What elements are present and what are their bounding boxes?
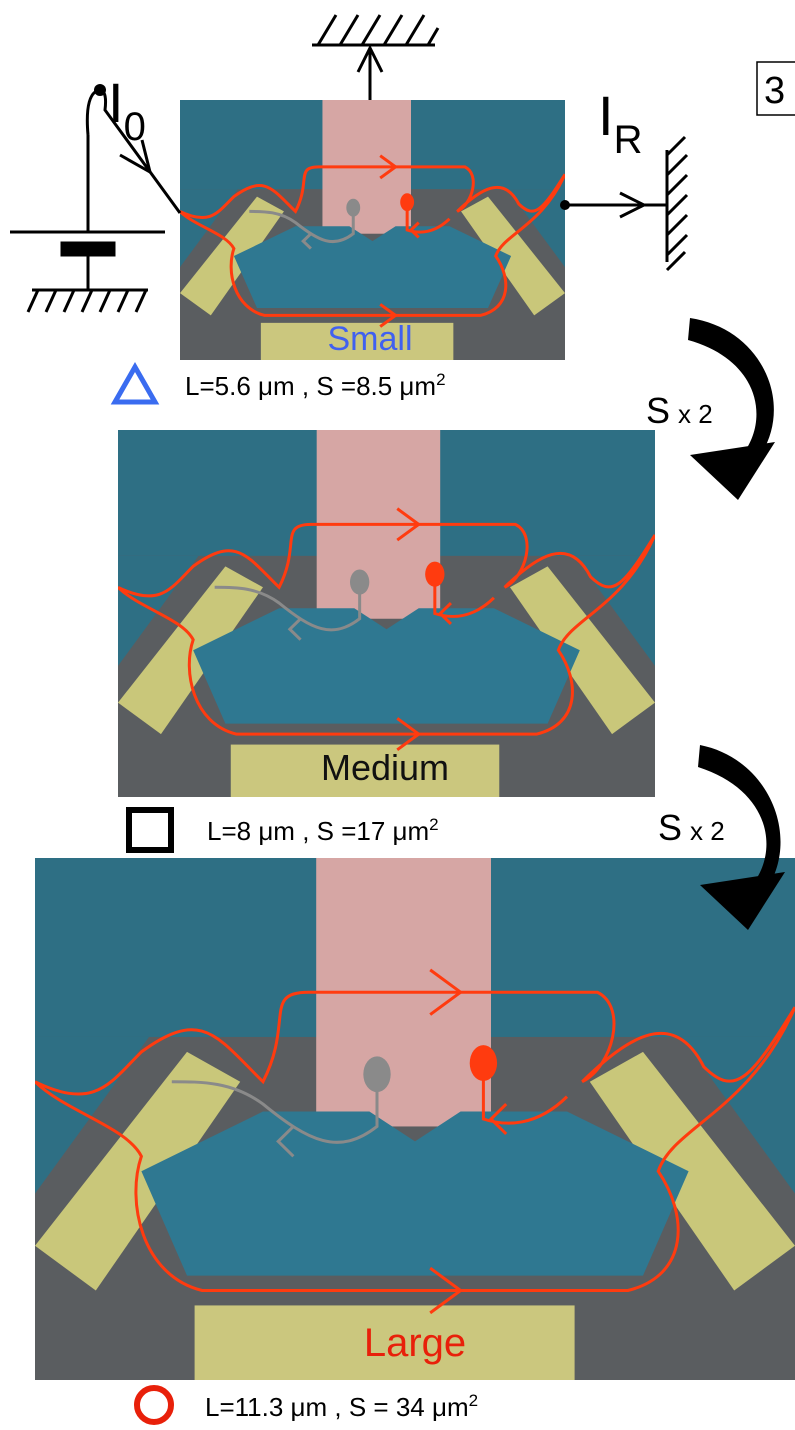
circle-marker [137, 1388, 171, 1422]
caption-text: L=5.6 μm , S =8.5 μm [185, 371, 436, 401]
red-dot [400, 193, 414, 211]
grey-dot [350, 569, 369, 594]
caption: L=5.6 μm , S =8.5 μm2 [185, 370, 446, 401]
caption-sup: 2 [469, 1391, 478, 1410]
source-label: I0 [108, 71, 146, 149]
sem-image [118, 430, 655, 797]
square-marker [129, 810, 171, 850]
arrow-symbol: S [658, 807, 682, 848]
caption-sup: 2 [436, 370, 445, 389]
source-symbol: I [108, 71, 124, 134]
node-dot [560, 200, 570, 210]
drain-subscript: R [614, 118, 643, 162]
panel-label: Large [364, 1321, 466, 1365]
drain-label: IR [598, 84, 642, 162]
grey-dot [346, 199, 360, 217]
arrow-factor: x 2 [678, 399, 713, 429]
red-dot [470, 1045, 497, 1081]
sem-image [35, 858, 795, 1380]
sem-panels [35, 100, 795, 1380]
node-dot [94, 84, 106, 96]
panel-tag: 3 [764, 70, 785, 112]
sem-content [35, 858, 795, 1380]
caption-text: L=11.3 μm , S = 34 μm [205, 1392, 469, 1422]
grey-dot [363, 1056, 390, 1092]
arrow-factor: x 2 [690, 816, 725, 846]
caption-sup: 2 [429, 815, 438, 834]
caption: L=11.3 μm , S = 34 μm2 [205, 1391, 478, 1422]
panel-label: Medium [321, 747, 449, 788]
red-dot [425, 562, 444, 587]
triangle-marker [115, 367, 155, 402]
caption-text: L=8 μm , S =17 μm [207, 816, 429, 846]
figure: I0 IR 3 Sx 2 Sx 2 L=5.6 μm , S =8.5 μm2 … [0, 0, 795, 1430]
drain-symbol: I [598, 84, 614, 147]
caption: L=8 μm , S =17 μm2 [207, 815, 439, 846]
source-subscript: 0 [124, 105, 146, 149]
panel-label: Small [327, 320, 412, 358]
arrow-symbol: S [646, 390, 670, 431]
sem-content [118, 430, 655, 797]
